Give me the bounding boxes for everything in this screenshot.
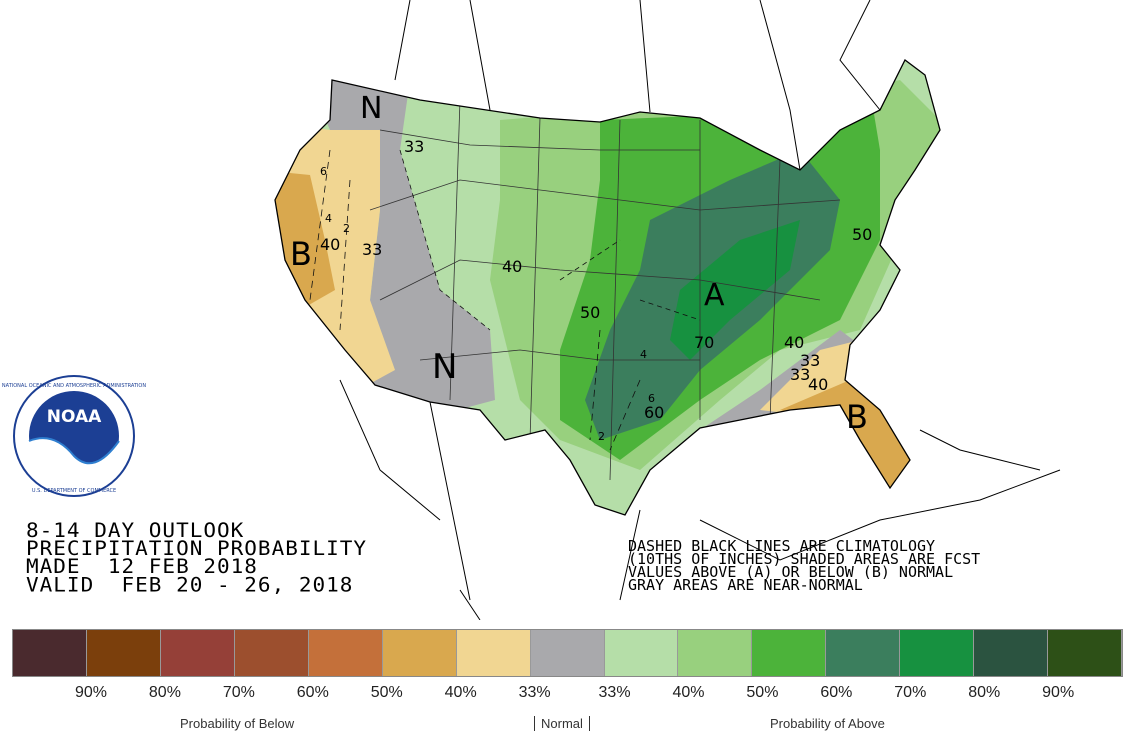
legend-labels: 90% 80% 70% 60% 50% 40% 33% 33% 40% 50% 60% 70% 80% 9… xyxy=(12,684,1121,702)
legend-swatch xyxy=(604,630,679,676)
legend-swatch xyxy=(826,630,901,676)
contour-label: 33 xyxy=(362,240,382,259)
contour-labels: 33 40 33 40 50 70 60 40 33 33 40 50 xyxy=(320,137,872,422)
label-above: A xyxy=(704,278,725,313)
contour-label: 70 xyxy=(694,333,714,352)
outlook-title: 8-14 DAY OUTLOOK PRECIPITATION PROBABILIT… xyxy=(26,519,368,596)
label-near-normal: N xyxy=(360,91,382,126)
legend-label: 70% xyxy=(894,684,927,701)
title-line: PRECIPITATION PROBABILITY xyxy=(26,537,368,560)
contour-label: 40 xyxy=(320,235,340,254)
climatology-label: 2 xyxy=(343,222,350,235)
legend-label: 60% xyxy=(820,684,853,701)
climatology-labels: 6 4 2 4 6 2 xyxy=(320,165,655,443)
valid-dates: VALID FEB 20 - 26, 2018 xyxy=(26,573,354,596)
svg-text:NATIONAL OCEANIC AND ATMOSPHER: NATIONAL OCEANIC AND ATMOSPHERIC ADMINIS… xyxy=(2,383,146,389)
caption-normal: Normal xyxy=(534,716,590,731)
legend-swatch xyxy=(900,630,975,676)
caption-above: Probability of Above xyxy=(770,716,885,731)
legend-label: 60% xyxy=(296,684,329,701)
boundary-lines xyxy=(339,0,1061,620)
legend-label: 80% xyxy=(148,684,181,701)
legend-swatch xyxy=(13,630,87,676)
made-date: MADE 12 FEB 2018 xyxy=(26,555,258,578)
legend-label: 50% xyxy=(746,684,779,701)
climatology-label: 4 xyxy=(640,348,647,361)
legend-label: 40% xyxy=(672,684,705,701)
contour-label: 60 xyxy=(644,403,664,422)
legend-swatch xyxy=(382,630,457,676)
legend-swatch xyxy=(234,630,309,676)
title-line: 8-14 DAY OUTLOOK xyxy=(26,519,245,542)
contour-label: 50 xyxy=(580,303,600,322)
svg-text:NOAA: NOAA xyxy=(47,407,102,427)
note-line: (10THS OF INCHES) SHADED AREAS ARE FCST xyxy=(628,550,981,568)
label-below: B xyxy=(846,398,868,436)
contour-label: 40 xyxy=(808,375,828,394)
legend-swatch xyxy=(456,630,531,676)
above-70-region xyxy=(670,220,800,360)
legend-swatch xyxy=(308,630,383,676)
contour-label: 40 xyxy=(784,333,804,352)
legend-label: 70% xyxy=(222,684,255,701)
contour-label: 33 xyxy=(790,365,810,384)
contour-label: 33 xyxy=(404,137,424,156)
legend-label: 33% xyxy=(518,684,551,701)
caption-below: Probability of Below xyxy=(180,716,295,731)
note-line: DASHED BLACK LINES ARE CLIMATOLOGY xyxy=(628,537,936,555)
legend-swatch xyxy=(530,630,605,676)
map-notes: DASHED BLACK LINES ARE CLIMATOLOGY (10THS… xyxy=(628,537,981,594)
legend-swatch xyxy=(752,630,827,676)
legend-swatch xyxy=(160,630,235,676)
note-line: VALUES ABOVE (A) OR BELOW (B) NORMAL xyxy=(628,563,954,581)
precipitation-outlook-map: N N B B A 33 40 33 40 50 70 60 40 33 33 … xyxy=(2,0,1061,620)
contour-label: 50 xyxy=(852,225,872,244)
legend-label: 50% xyxy=(370,684,403,701)
legend-label: 33% xyxy=(598,684,631,701)
climatology-label: 2 xyxy=(598,430,605,443)
label-near-normal: N xyxy=(432,347,457,387)
legend-swatch xyxy=(1048,630,1123,676)
legend-label: 40% xyxy=(444,684,477,701)
contour-label: 33 xyxy=(800,351,820,370)
svg-text:U.S. DEPARTMENT OF COMMERCE: U.S. DEPARTMENT OF COMMERCE xyxy=(32,488,116,494)
note-line: GRAY AREAS ARE NEAR-NORMAL xyxy=(628,576,863,594)
legend-label: 90% xyxy=(1042,684,1075,701)
legend-label: 90% xyxy=(74,684,107,701)
state-lines xyxy=(309,99,841,481)
label-below: B xyxy=(290,235,312,273)
legend-swatch xyxy=(86,630,161,676)
climatology-label: 6 xyxy=(648,392,655,405)
region-labels: N N B B A xyxy=(290,91,868,436)
legend-swatch xyxy=(974,630,1049,676)
contour-label: 40 xyxy=(502,257,522,276)
legend-swatch xyxy=(678,630,753,676)
probability-legend xyxy=(12,629,1123,677)
climatology-label: 6 xyxy=(320,165,327,178)
noaa-logo: NOAA NATIONAL OCEANIC AND ATMOSPHERIC AD… xyxy=(2,375,146,497)
climatology-label: 4 xyxy=(325,212,332,225)
legend-label: 80% xyxy=(968,684,1001,701)
